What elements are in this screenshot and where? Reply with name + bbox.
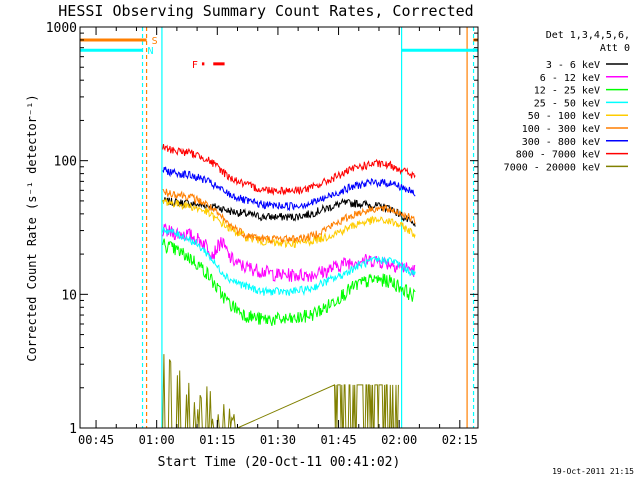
y-tick-label-100: 100 [54, 155, 77, 170]
series-line-3-6-kev [162, 197, 416, 227]
chart-title: HESSI Observing Summary Count Rates, Cor… [58, 2, 473, 20]
x-tick-label-00-45: 00:45 [78, 433, 114, 447]
legend-label-50-100-kev: 50 - 100 keV [528, 111, 600, 122]
axes: 00:45 01:00 01:15 01:30 01:45 02:00 02:15 1 10 10… [46, 21, 478, 447]
legend-header-1: Att 0 [600, 43, 630, 54]
series-line-25-50-kev [162, 226, 416, 297]
legend-label-300-800-kev: 300 - 800 keV [522, 137, 600, 148]
x-tick-label-01-00: 01:00 [139, 433, 175, 447]
legend-header-0: Det 1,3,4,5,6, [546, 30, 630, 41]
series-lines [162, 144, 416, 428]
flag-labels: SN F [148, 36, 198, 71]
legend-label-25-50-kev: 25 - 50 keV [534, 98, 600, 109]
plot-area [80, 27, 478, 428]
timestamp: 19-Oct-2011 21:15 [552, 467, 634, 476]
y-tick-label-1: 1 [69, 422, 77, 437]
series-line-7000-20000-kev [162, 354, 399, 428]
plot-frame [79, 26, 479, 429]
series-line-300-800-kev [162, 166, 416, 212]
series-line-12-25-kev [162, 238, 416, 327]
x-tick-label-01-30: 01:30 [260, 433, 296, 447]
vertical-markers [141, 27, 475, 428]
series-line-100-300-kev [162, 188, 416, 245]
x-tick-label-01-15: 01:15 [199, 433, 235, 447]
y-tick-label-10: 10 [61, 288, 77, 303]
y-axis-label: Corrected Count Rate (s⁻¹ detector⁻¹) [25, 94, 39, 361]
series-line-800-7000-kev [162, 144, 416, 196]
legend-label-100-300-kev: 100 - 300 keV [522, 124, 600, 135]
legend-label-6-12-kev: 6 - 12 keV [540, 73, 600, 84]
y-tick-label-1000: 1000 [46, 21, 77, 36]
legend-label-7000-20000-kev: 7000 - 20000 keV [504, 162, 600, 173]
legend: Det 1,3,4,5,6, Att 03 - 6 keV 6 - 12 keV 12… [504, 30, 630, 173]
flag-label-n: N [148, 46, 154, 57]
legend-label-3-6-kev: 3 - 6 keV [546, 60, 600, 71]
legend-label-12-25-kev: 12 - 25 keV [534, 86, 600, 97]
flag-label-s: S [152, 36, 158, 47]
flag-label-f: F [192, 60, 198, 71]
series-line-6-12-kev [162, 222, 416, 282]
flag-bars [80, 38, 478, 66]
x-tick-label-02-15: 02:15 [442, 433, 478, 447]
x-tick-label-02-00: 02:00 [381, 433, 417, 447]
x-tick-label-01-45: 01:45 [320, 433, 356, 447]
x-axis-label: Start Time (20-Oct-11 00:41:02) [158, 455, 401, 470]
legend-label-800-7000-kev: 800 - 7000 keV [516, 150, 600, 161]
series-line-50-100-kev [162, 197, 416, 249]
